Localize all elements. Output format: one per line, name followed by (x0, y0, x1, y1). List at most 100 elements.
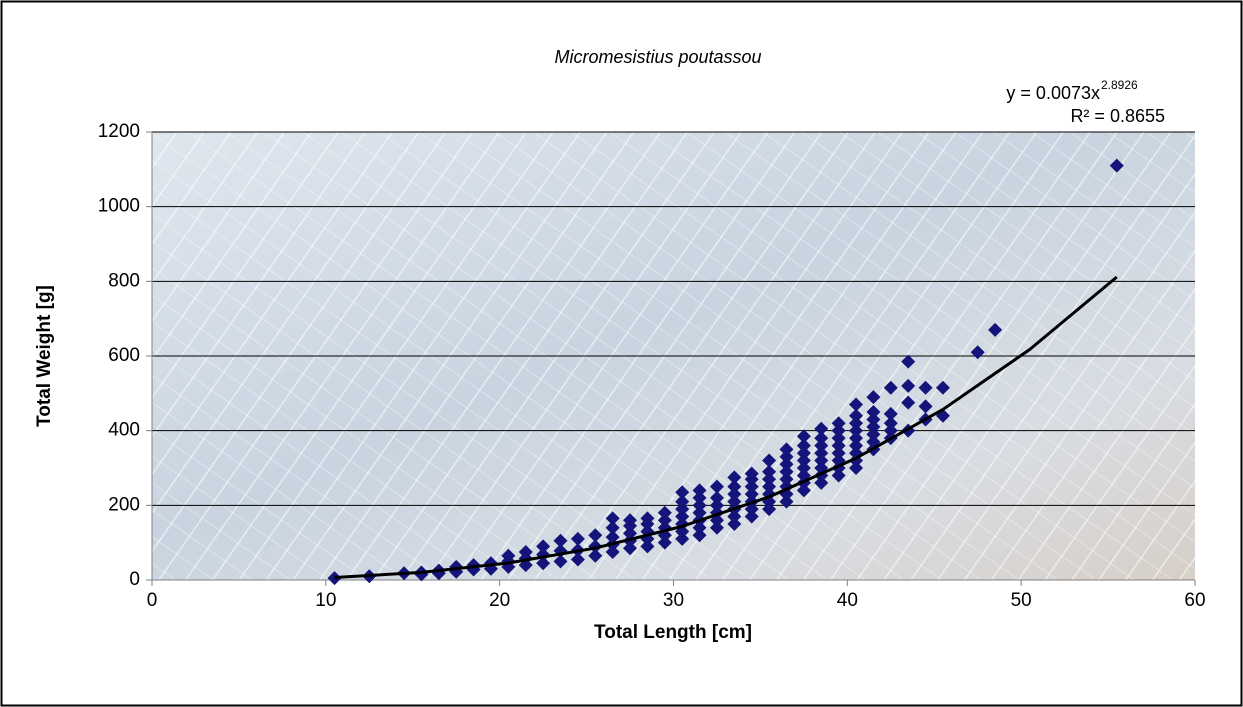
data-point (744, 466, 759, 481)
trend-exponent: 2.8926 (1101, 78, 1138, 92)
data-point (796, 446, 811, 461)
data-point (1109, 158, 1124, 173)
data-point (849, 431, 864, 446)
data-point (692, 528, 707, 543)
data-point (883, 380, 898, 395)
data-point (640, 511, 655, 526)
data-point (866, 405, 881, 419)
data-point (727, 517, 742, 531)
data-point (849, 408, 864, 423)
data-point (675, 485, 690, 500)
x-tick-label: 30 (663, 590, 684, 611)
data-point (779, 442, 794, 457)
data-point (570, 552, 585, 567)
data-point (849, 461, 864, 475)
data-point (623, 541, 638, 556)
data-point (866, 419, 881, 434)
data-point (553, 533, 568, 548)
data-point (796, 453, 811, 468)
data-point (779, 457, 794, 472)
y-tick-label: 1200 (98, 121, 140, 142)
data-point (518, 545, 533, 559)
y-tick-label: 200 (108, 494, 140, 515)
data-point (796, 438, 811, 453)
y-tick-label: 600 (108, 345, 140, 366)
data-point (883, 423, 898, 438)
data-point (727, 494, 742, 509)
data-point (501, 548, 516, 563)
data-point (779, 464, 794, 479)
data-point (675, 509, 690, 524)
data-point (605, 545, 620, 559)
x-tick-label: 40 (837, 590, 858, 611)
data-point (831, 431, 846, 446)
y-tick-label: 400 (108, 420, 140, 441)
data-point (727, 470, 742, 485)
data-point (727, 487, 742, 502)
data-point (692, 505, 707, 520)
data-point (970, 345, 985, 360)
data-point (883, 416, 898, 431)
data-point (709, 479, 724, 494)
data-point (849, 416, 864, 431)
trend-equation: y = 0.0073x (1006, 83, 1100, 103)
data-point (327, 571, 342, 586)
data-point (901, 378, 916, 393)
data-point (744, 487, 759, 502)
y-tick-label: 800 (108, 270, 140, 291)
data-point (762, 472, 777, 487)
data-point (727, 509, 742, 524)
data-point (657, 505, 672, 520)
x-tick-label: 50 (1011, 590, 1032, 611)
data-point (623, 513, 638, 528)
y-tick-label: 0 (129, 569, 140, 590)
trendline (334, 275, 1118, 580)
data-point (901, 354, 916, 369)
data-point (814, 438, 829, 453)
data-point (814, 475, 829, 490)
data-point (744, 479, 759, 494)
data-point (605, 511, 620, 526)
data-point (883, 406, 898, 421)
data-point (692, 490, 707, 505)
y-tick-label: 1000 (98, 196, 140, 217)
data-point (796, 461, 811, 475)
data-point (640, 539, 655, 554)
data-point (988, 322, 1003, 337)
data-point (866, 412, 881, 427)
data-point (849, 423, 864, 438)
data-point (796, 483, 811, 498)
data-point (831, 446, 846, 461)
data-point (814, 421, 829, 436)
data-point (814, 431, 829, 446)
chart-title: Micromesistius poutassou (554, 47, 761, 67)
data-point (935, 380, 950, 395)
data-point (623, 526, 638, 541)
data-point (814, 446, 829, 461)
data-point (605, 530, 620, 545)
data-point (709, 498, 724, 513)
data-point (657, 513, 672, 528)
data-point (709, 520, 724, 535)
data-point (779, 472, 794, 487)
data-point (692, 483, 707, 498)
data-point (605, 520, 620, 535)
y-axis-title: Total Weight [g] (34, 285, 55, 427)
data-point (762, 479, 777, 494)
data-point (692, 498, 707, 513)
data-point (762, 502, 777, 517)
x-tick-label: 0 (147, 590, 158, 611)
data-point (762, 453, 777, 468)
data-point (866, 390, 881, 405)
data-point (831, 438, 846, 453)
data-point (849, 397, 864, 412)
data-point (918, 399, 933, 414)
data-point (727, 479, 742, 494)
data-point (657, 535, 672, 550)
data-point (762, 464, 777, 479)
data-point (675, 494, 690, 509)
data-point (796, 429, 811, 444)
data-point (831, 468, 846, 483)
x-axis-title: Total Length [cm] (594, 622, 752, 643)
